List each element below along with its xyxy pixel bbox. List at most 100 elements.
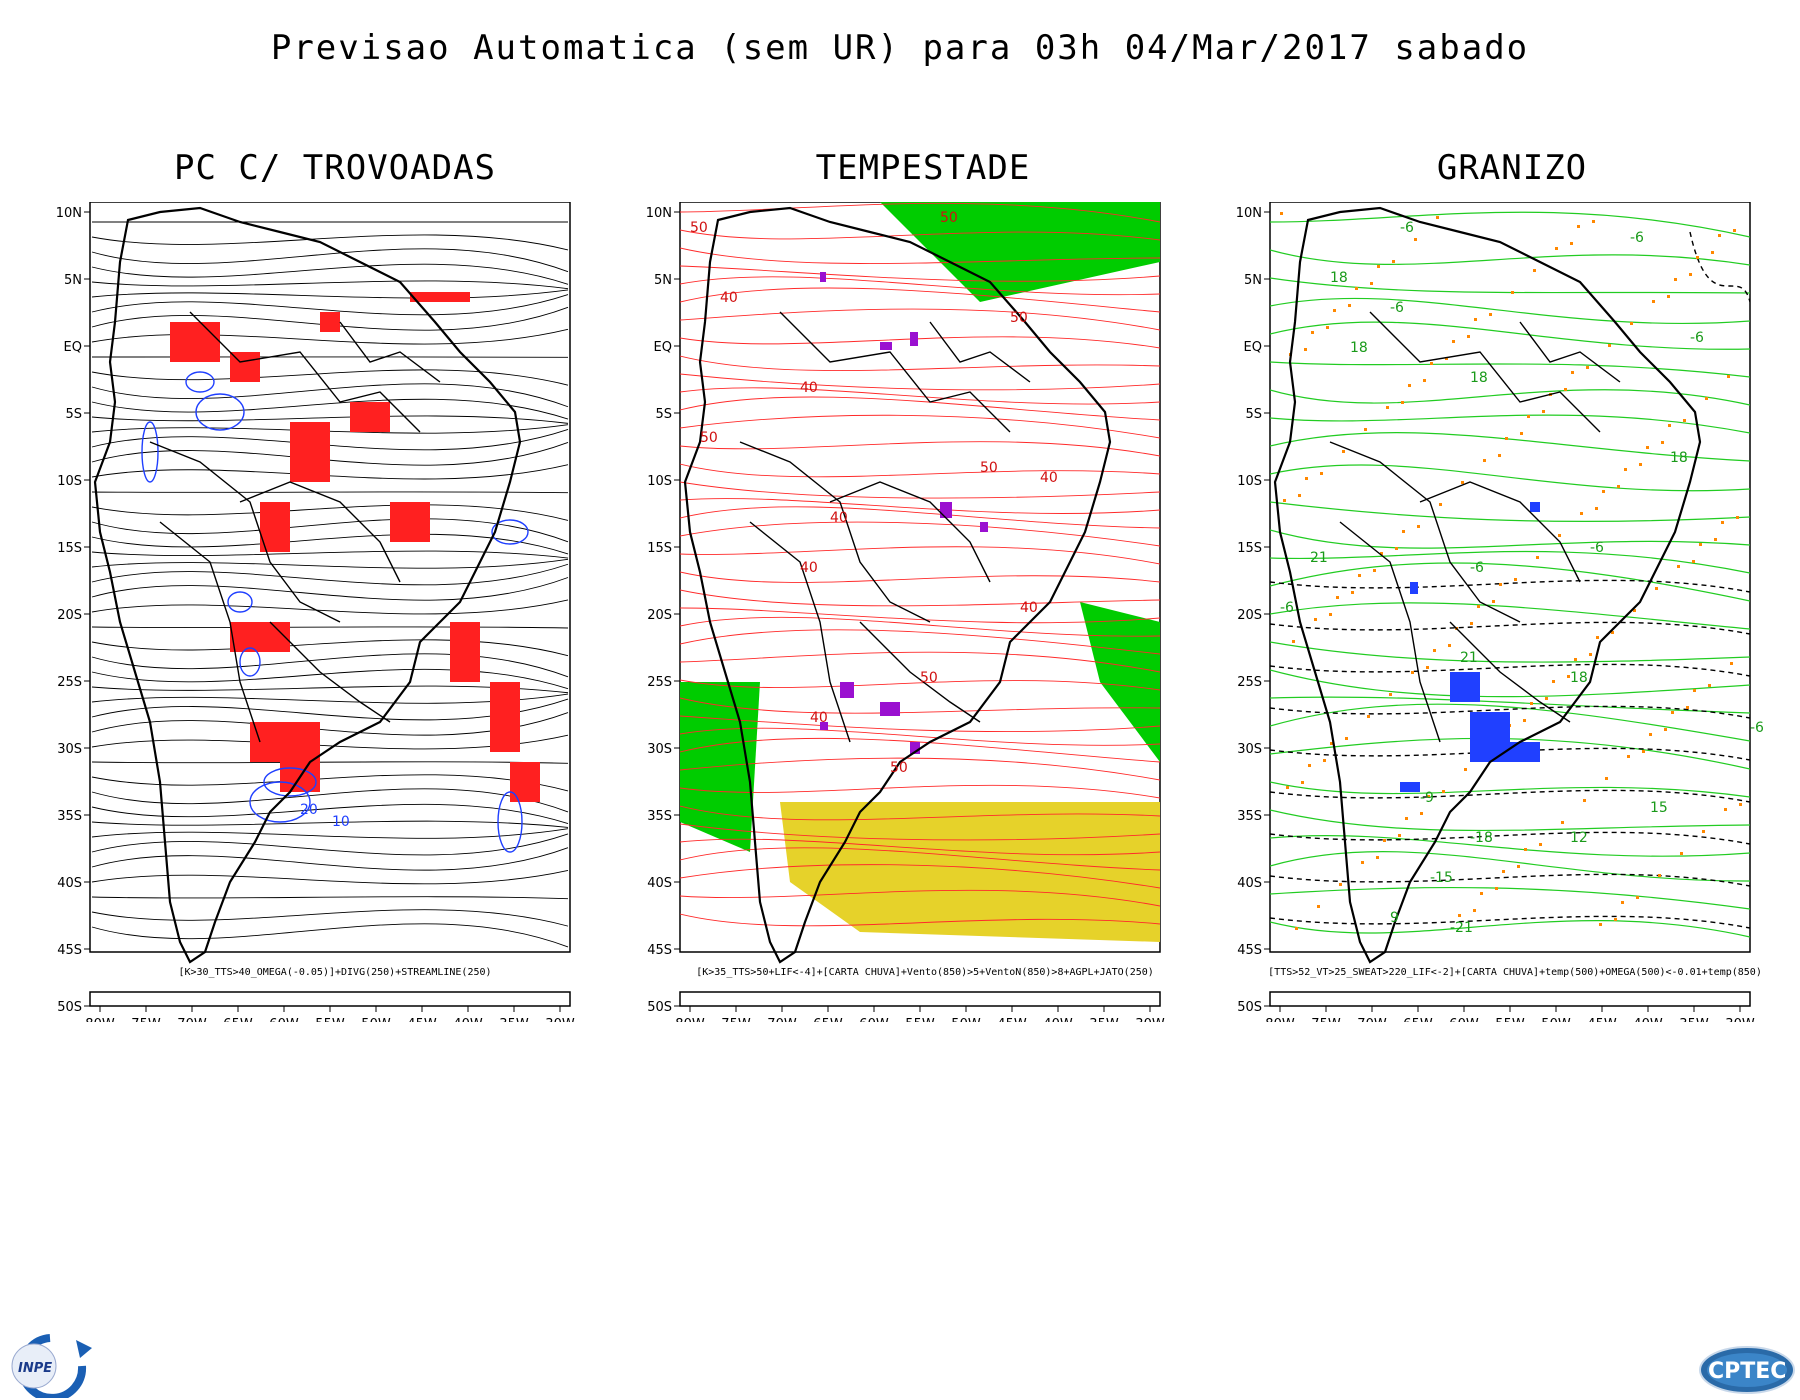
temp500-contour [1270,705,1750,719]
contour-label: 18 [1670,450,1688,466]
omega-dot [1661,441,1664,444]
omega-dot [1592,220,1595,223]
streamline [91,415,569,424]
jet-north [880,202,1160,302]
omega-dot [1574,658,1577,661]
streamline [91,248,569,273]
streamline [91,909,569,927]
country-border [189,311,421,433]
contour-label: 50 [700,430,718,446]
omega-dot [1702,830,1705,833]
lon-label: 45W [407,1017,437,1022]
omega-dot [1552,680,1555,683]
lat-label: 45S [647,943,672,958]
omega-dot [1461,481,1464,484]
contour-label: -6 [1750,720,1764,736]
lat-label: 5S [655,407,672,422]
omega-dot [1298,494,1301,497]
wind-contour [680,498,1160,514]
temp850-contour [1270,297,1750,325]
lon-label: 35W [499,1017,529,1022]
hail-cell [1510,742,1540,762]
lon-label: 80W [675,1017,705,1022]
divergence-contour [239,647,261,677]
lon-label: 65W [223,1017,253,1022]
divergence-contour [497,791,523,853]
omega-dot [1333,309,1336,312]
country-border [1519,321,1621,383]
country-border [269,621,391,723]
lon-label: 65W [1403,1017,1433,1022]
streamline [91,923,569,948]
omega-dot [1683,419,1686,422]
omega-dot [1536,556,1539,559]
omega-dot [1677,565,1680,568]
cptec-logo-text: CPTEC [1708,1359,1786,1384]
temp850-contour [1270,389,1750,406]
omega-dot [1627,755,1630,758]
lon-label: 65W [813,1017,843,1022]
wind-contour [680,414,1160,439]
contour-label: 50 [690,220,708,236]
map-storm: 10N 5N EQ 5S 10S 15S 20S 25S 30S 35S 40S 45S 50S80W 7… [630,202,1190,1022]
divergence-contour [249,781,311,823]
wind-contour [680,247,1160,264]
wind-contour [680,276,1160,296]
lon-label: 30W [1725,1017,1755,1022]
streamline [91,653,569,678]
lat-label: 35S [57,809,82,824]
storm-cell-cell [910,332,918,346]
country-border [1419,481,1581,583]
omega-dot [1739,803,1742,806]
thunder-cell [250,722,320,762]
streamline [91,803,569,824]
omega-dot [1311,331,1314,334]
wind-contour [680,387,1160,405]
plot-border [1269,202,1751,953]
omega-dot [1614,918,1617,921]
temp850-contour [1270,501,1750,523]
omega-dot [1304,348,1307,351]
omega-dot [1727,375,1730,378]
contour-label: 40 [800,380,818,396]
hail-cell [1400,782,1420,792]
omega-dots [1280,212,1742,930]
omega-dot [1417,525,1420,528]
omega-dot [1520,432,1523,435]
panel-title: PC C/ TROVOADAS [173,148,497,188]
storm-cell-cell [880,342,892,350]
wind-contour [680,823,1160,841]
omega-dot [1317,905,1320,908]
temp500-contour [1270,915,1750,929]
streamline [91,833,569,856]
omega-dot [1705,397,1708,400]
omega-dot [1633,609,1636,612]
contour-label: 50 [940,210,958,226]
wind-contour [680,229,1160,241]
wind-contour [680,629,1160,655]
coastline [683,206,1112,964]
lon-label: 60W [1449,1017,1479,1022]
thunder-cell [350,402,390,432]
contour-label: 18 [1570,670,1588,686]
temp850-contour [1270,432,1750,462]
lat-label: 20S [647,608,672,623]
wind-contour [680,715,1160,733]
omega-dot [1292,640,1295,643]
temp850-contour [1270,321,1750,350]
omega-dot [1280,212,1283,215]
map-frame: 10N 5N EQ 5S 10S 15S 20S 25S 30S 35S 40S 45S 50S80W 7… [1236,202,1755,1022]
wind-contour [680,481,1160,499]
hail-cell [1530,502,1540,512]
lon-label: 60W [269,1017,299,1022]
wind-contour [680,506,1160,529]
omega-dot [1339,883,1342,886]
streamline [91,289,569,299]
contour-label: -6 [1690,330,1704,346]
contour-label: 21 [1460,650,1478,666]
contour-label: 20 [300,802,318,818]
omega-dot [1452,340,1455,343]
omega-dot [1674,278,1677,281]
streamline [91,294,569,316]
omega-dot [1323,759,1326,762]
